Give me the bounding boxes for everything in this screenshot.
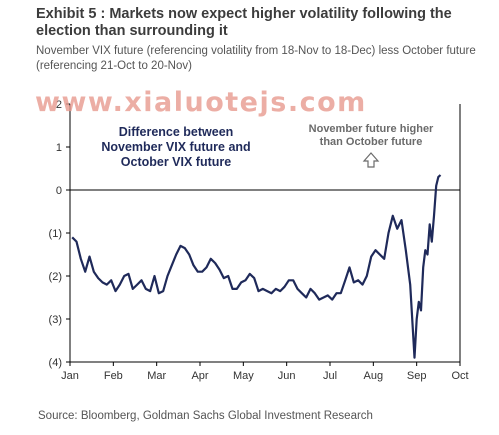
up-arrow-icon: [362, 152, 380, 168]
x-tick-label: Feb: [104, 370, 123, 382]
x-tick-label: Jan: [61, 370, 79, 382]
x-tick-label: Jul: [323, 370, 337, 382]
x-tick-label: Jun: [278, 370, 296, 382]
y-tick-label: 2: [56, 99, 62, 111]
y-tick-label: (1): [49, 228, 62, 240]
axes-layer: 2 1 0 (1) (2) (3) (4)Jan Feb Mar Apr May Jun Jul Aug S…: [49, 99, 469, 382]
annotation-box-line-3: October VIX future: [121, 155, 231, 169]
y-tick-label: (4): [49, 357, 62, 369]
chart-subtitle: November VIX future (referencing volatil…: [36, 45, 476, 72]
x-tick-label: May: [233, 370, 254, 382]
series-layer: [71, 174, 442, 359]
page-title: Exhibit 5 : Markets now expect higher vo…: [36, 6, 452, 39]
x-tick-label: Apr: [191, 370, 208, 382]
annotation-layer: Difference between November VIX future a…: [101, 123, 434, 169]
watermark: www.xialuotejs.com: [35, 87, 367, 118]
y-tick-label: 1: [56, 142, 62, 154]
y-tick-label: (3): [49, 314, 62, 326]
annotation-box-line-1: Difference between: [119, 125, 234, 139]
annotation-box-line-2: November VIX future and: [101, 140, 250, 154]
x-tick-label: Mar: [147, 370, 166, 382]
source-note: Source: Bloomberg, Goldman Sachs Global …: [38, 410, 373, 422]
x-tick-label: Sep: [407, 370, 427, 382]
y-tick-label: 0: [56, 185, 62, 197]
annotation-higher-line-1: November future higher: [309, 123, 434, 135]
x-tick-label: Oct: [451, 370, 468, 382]
annotation-higher-line-2: than October future: [320, 136, 423, 148]
y-tick-label: (2): [49, 271, 62, 283]
x-tick-label: Aug: [364, 370, 384, 382]
series-line: [71, 174, 442, 359]
